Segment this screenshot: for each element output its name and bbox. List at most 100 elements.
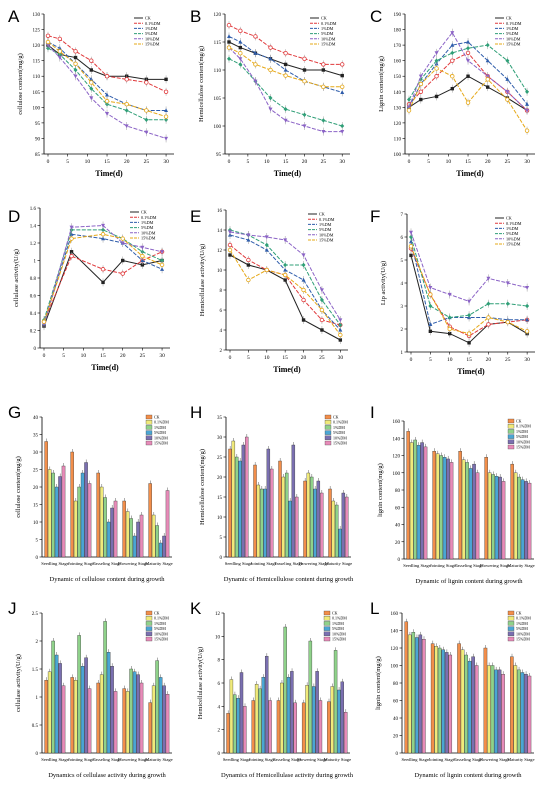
- data-point: [321, 130, 326, 134]
- y-tick-label: 0: [218, 752, 221, 757]
- bar: [471, 656, 475, 754]
- data-point: [319, 317, 325, 323]
- data-point: [505, 319, 510, 325]
- data-point: [486, 301, 491, 306]
- y-tick-label: 6: [220, 309, 223, 314]
- bar: [84, 462, 88, 558]
- bar: [136, 521, 140, 558]
- y-tick-label: 20: [217, 476, 223, 481]
- legend-entry: 0.1%DM: [321, 21, 337, 26]
- data-point: [434, 58, 439, 63]
- legend-entry: CK: [154, 415, 160, 420]
- legend-swatch: [324, 440, 332, 446]
- legend-entry: 1%DM: [506, 26, 519, 31]
- bar: [327, 701, 331, 754]
- x-tick-label: 20: [124, 159, 130, 165]
- panel-letter: A: [8, 7, 20, 26]
- data-point: [428, 303, 433, 309]
- bar: [472, 463, 476, 560]
- x-axis-label: Time(d): [91, 363, 119, 372]
- data-point: [226, 23, 232, 28]
- y-axis-label: cellulose content(mg/g): [15, 456, 22, 518]
- bar: [165, 694, 170, 754]
- x-tick-label: Maturity Stage: [145, 757, 172, 762]
- x-tick-label: 15: [466, 357, 472, 363]
- bar: [437, 647, 442, 754]
- bar: [404, 621, 409, 754]
- x-tick-label: 15: [104, 159, 110, 165]
- series-line: [408, 31, 528, 111]
- bar: [460, 649, 465, 754]
- y-tick-label: 5: [36, 539, 39, 544]
- data-point: [238, 28, 243, 33]
- data-point: [124, 108, 129, 113]
- legend-entry: 10%DM: [321, 36, 336, 41]
- data-point: [525, 102, 530, 106]
- bar: [513, 665, 518, 754]
- x-tick-label: Jointing Stage: [249, 757, 275, 762]
- legend-entry: 1%DM: [506, 226, 519, 231]
- legend-entry: CK: [141, 210, 147, 215]
- data-point: [57, 55, 62, 60]
- bar: [162, 685, 166, 754]
- data-point: [525, 286, 530, 290]
- panel-letter: I: [370, 403, 375, 422]
- data-point: [246, 263, 251, 267]
- series-15dm: [226, 43, 345, 91]
- data-point: [120, 236, 125, 241]
- series-5dm: [409, 233, 530, 322]
- bar: [106, 521, 111, 558]
- legend-swatch: [323, 626, 331, 631]
- bar: [139, 682, 144, 754]
- legend-swatch: [145, 440, 153, 446]
- data-point: [228, 230, 232, 235]
- legend-swatch: [507, 621, 515, 626]
- x-axis-label: Dynamic of cellulose content during grow…: [50, 576, 166, 583]
- y-axis-label: Hemicellulose content(mg/g): [198, 46, 205, 122]
- legend-swatch: [507, 424, 515, 429]
- legend-entry: 5%DM: [154, 626, 166, 631]
- y-tick-label: 140: [394, 91, 402, 96]
- x-tick-label: 5: [66, 159, 69, 165]
- bar: [305, 685, 309, 754]
- legend-entry: 10%DM: [332, 631, 346, 636]
- y-tick-label: 20: [395, 541, 401, 546]
- legend-entry: 5%DM: [333, 430, 345, 435]
- legend-swatch: [145, 435, 153, 440]
- bar: [283, 626, 287, 754]
- bar: [87, 688, 92, 754]
- y-tick-label: 0: [396, 752, 399, 757]
- legend-entry: 1%DM: [154, 425, 166, 430]
- legend-entry: CK: [332, 611, 338, 616]
- y-tick-label: 0: [220, 556, 223, 561]
- legend-entry: 5%DM: [319, 227, 332, 232]
- data-point: [268, 56, 273, 61]
- bar: [328, 488, 332, 558]
- y-tick-label: 130: [394, 106, 402, 111]
- y-tick-label: 20: [33, 486, 39, 491]
- data-point: [301, 318, 306, 322]
- y-tick-label: 0: [34, 347, 37, 352]
- bar: [510, 656, 514, 754]
- x-tick-label: 25: [505, 159, 511, 165]
- y-tick-label: 4: [218, 705, 221, 710]
- legend-swatch: [145, 610, 153, 616]
- data-point: [268, 67, 273, 73]
- bar: [106, 652, 111, 754]
- legend-entry: 10%DM: [506, 236, 521, 241]
- y-tick-label: 120: [33, 44, 41, 49]
- panel-letter: C: [370, 7, 382, 26]
- legend-swatch: [145, 636, 153, 642]
- legend-entry: CK: [516, 611, 522, 616]
- data-point: [283, 262, 288, 268]
- legend-entry: 15%DM: [154, 441, 168, 446]
- bar: [259, 488, 264, 558]
- data-point: [159, 262, 165, 268]
- x-tick-label: 20: [485, 159, 491, 165]
- x-tick-label: 0: [229, 355, 232, 361]
- data-point: [69, 232, 74, 236]
- legend-swatch: [145, 414, 153, 420]
- legend-entry: 15%DM: [145, 42, 160, 47]
- data-point: [120, 241, 125, 246]
